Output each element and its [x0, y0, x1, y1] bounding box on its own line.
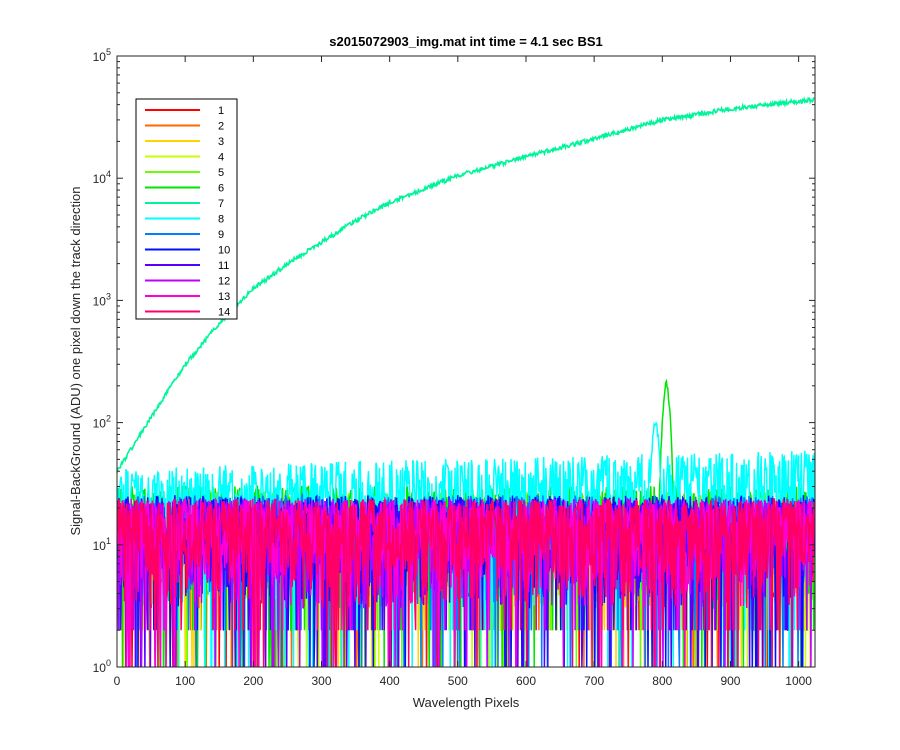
legend-label-11: 11 [218, 260, 229, 272]
legend-label-1: 1 [218, 105, 224, 117]
y-axis-label: Signal-BackGround (ADU) one pixel down t… [68, 186, 83, 535]
x-tick-label: 400 [380, 674, 400, 688]
legend-label-3: 3 [218, 136, 224, 148]
legend-label-6: 6 [218, 183, 224, 195]
y-tick-exponent: 3 [106, 291, 111, 301]
plot-frame [116, 55, 816, 668]
y-tick-exponent: 2 [106, 414, 111, 424]
legend-label-8: 8 [218, 214, 224, 226]
y-tick-base: 10 [93, 539, 107, 553]
y-tick-label: 105 [93, 47, 111, 64]
legend-label-13: 13 [218, 291, 230, 303]
y-tick-base: 10 [93, 294, 107, 308]
series-line-14 [117, 498, 815, 667]
x-axis-ticks: 0 100 200 300 400 500 600 700 800 900 1000 [114, 56, 812, 688]
legend-label-4: 4 [218, 152, 224, 164]
y-tick-base: 10 [93, 172, 107, 186]
chart-title: s2015072903_img.mat int time = 4.1 sec B… [329, 34, 603, 49]
x-tick-label: 0 [114, 674, 121, 688]
x-axis-label: Wavelength Pixels [413, 695, 520, 710]
x-tick-label: 100 [175, 674, 195, 688]
legend-box [135, 98, 238, 320]
legend-label-14: 14 [218, 307, 230, 319]
x-tick-label: 700 [584, 674, 604, 688]
legend-label-5: 5 [218, 167, 224, 179]
legend-label-2: 2 [218, 121, 224, 133]
y-tick-base: 10 [93, 661, 107, 675]
legend-label-7: 7 [218, 198, 224, 210]
legend-label-12: 12 [218, 276, 230, 288]
y-tick-exponent: 0 [106, 658, 111, 668]
y-tick-exponent: 1 [106, 536, 111, 546]
x-tick-label: 800 [652, 674, 672, 688]
x-tick-label: 1000 [785, 674, 812, 688]
y-tick-label: 104 [93, 169, 111, 186]
y-tick-label: 101 [93, 536, 111, 553]
legend-label-9: 9 [218, 229, 224, 241]
series-group [117, 96, 815, 667]
y-tick-exponent: 4 [106, 169, 111, 179]
x-tick-label: 300 [311, 674, 331, 688]
y-tick-label: 102 [93, 414, 111, 431]
x-tick-label: 500 [448, 674, 468, 688]
y-tick-label: 103 [93, 291, 111, 308]
y-tick-label: 100 [93, 658, 111, 675]
x-tick-label: 600 [516, 674, 536, 688]
y-tick-base: 10 [93, 50, 107, 64]
y-tick-base: 10 [93, 417, 107, 431]
x-tick-label: 900 [720, 674, 740, 688]
legend-label-10: 10 [218, 245, 230, 257]
x-tick-label: 200 [243, 674, 263, 688]
y-tick-exponent: 5 [106, 47, 111, 57]
